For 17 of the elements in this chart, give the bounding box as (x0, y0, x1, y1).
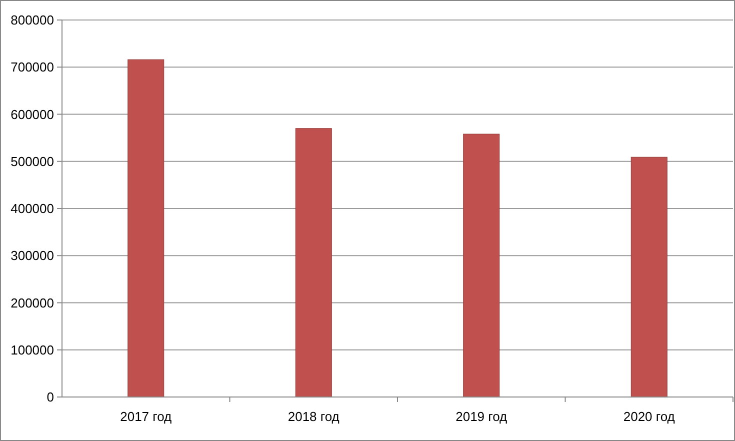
y-tick-label: 400000 (10, 201, 54, 216)
bar (463, 134, 500, 398)
y-tick-label: 300000 (10, 248, 54, 264)
x-tick-label: 2019 год (456, 409, 508, 424)
x-tick-label: 2017 год (120, 409, 172, 424)
bar (128, 59, 164, 398)
bar (295, 128, 332, 398)
y-tick-label: 200000 (10, 295, 54, 310)
x-tick-label: 2020 год (623, 409, 676, 424)
y-tick-label: 500000 (10, 154, 54, 169)
x-tick-label: 2018 год (288, 409, 340, 424)
y-tick-label: 600000 (10, 106, 54, 122)
bar (630, 156, 668, 398)
y-tick-label: 100000 (10, 342, 54, 358)
y-tick-label: 700000 (10, 60, 54, 75)
y-tick-label: 0 (46, 390, 54, 405)
y-tick-label: 800000 (10, 12, 54, 28)
